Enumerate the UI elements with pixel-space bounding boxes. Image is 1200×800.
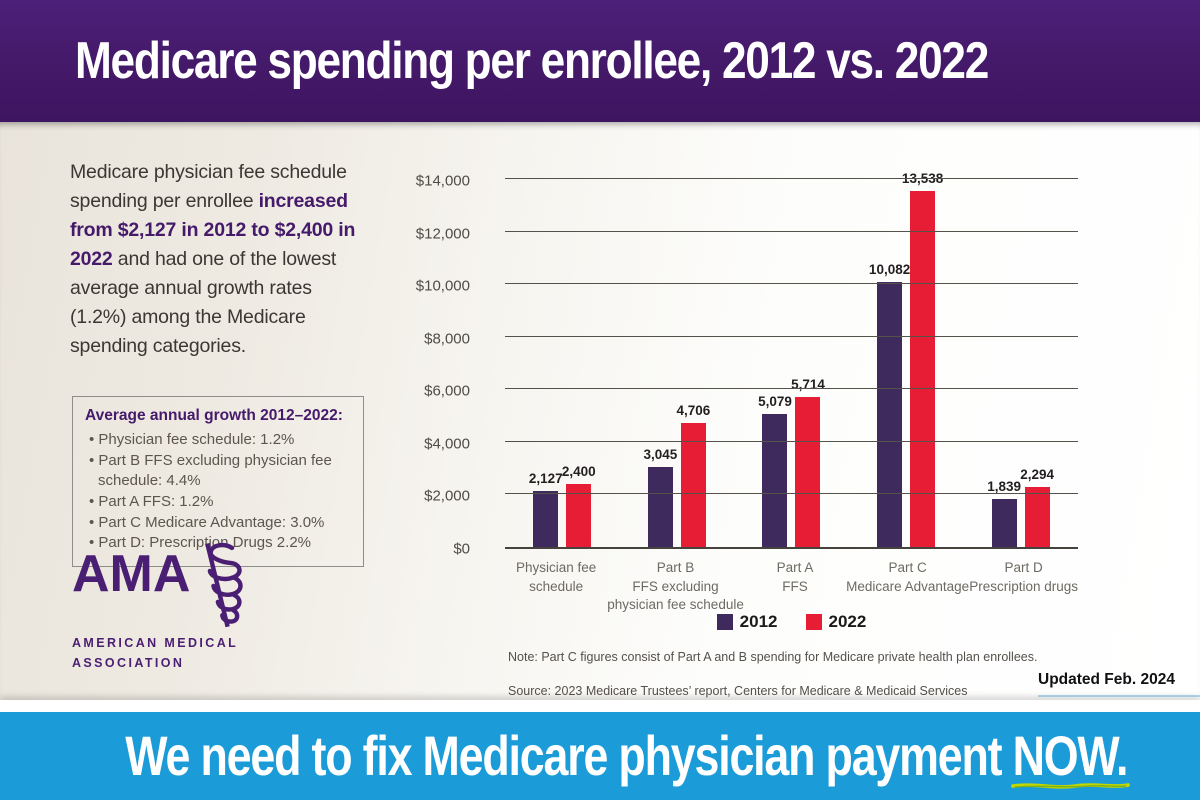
- gridline: [505, 230, 1078, 232]
- y-tick-label: $12,000: [415, 225, 470, 243]
- gridline: [505, 388, 1078, 390]
- bar-value-label: 10,082: [868, 262, 911, 277]
- footer-slogan: We need to fix Medicare physician paymen…: [125, 712, 1131, 800]
- y-axis: $0 $2,000 $4,000 $6,000 $8,000 $10,000 $12,000…: [396, 173, 470, 558]
- chart-note: Note: Part C figures consist of Part A a…: [508, 650, 1038, 664]
- intro-paragraph: Medicare physician fee schedule spending…: [70, 158, 372, 361]
- growth-item: Physician fee schedule: 1.2%: [85, 430, 351, 451]
- bar-chart-plot: 2,127 2,400 3,045 4,706 5,079 5,714 10,082 13,5…: [505, 171, 1078, 549]
- y-tick-label: $8,000: [424, 330, 470, 348]
- bar-value-label: 2,127: [528, 471, 563, 487]
- header-banner: Medicare spending per enrollee, 2012 vs.…: [0, 0, 1200, 122]
- ama-logo-subtext-line2: ASSOCIATION: [72, 655, 185, 670]
- growth-box-title: Average annual growth 2012–2022:: [85, 407, 343, 424]
- chart-source: Source: 2023 Medicare Trustees’ report, …: [508, 684, 968, 698]
- updated-underline: [1038, 695, 1200, 697]
- updated-date: Updated Feb. 2024: [1038, 671, 1175, 688]
- growth-item: Part C Medicare Advantage: 3.0%: [85, 513, 351, 534]
- growth-item: Part D: Prescription Drugs 2.2%: [85, 533, 351, 554]
- bar-group: 3,045 4,706: [620, 181, 735, 547]
- bar-value-label: 2,294: [1020, 466, 1055, 482]
- growth-item: Part B FFS excluding physician fee sched…: [85, 451, 351, 492]
- gridline: [505, 440, 1078, 442]
- gridline: [505, 493, 1078, 495]
- ama-logo: AMA AMERICAN MEDICAL ASSOCIATION: [72, 542, 302, 671]
- bar-group: 10,082 13,538: [849, 171, 964, 547]
- ama-logo-subtext-line1: AMERICAN MEDICAL: [72, 636, 239, 650]
- legend-swatch: [716, 614, 733, 630]
- bar-group: 1,839 2,294: [963, 181, 1078, 547]
- intro-text-bold: increased from $2,127 in 2012 to $2,400 …: [70, 190, 356, 270]
- legend-item-2022: 2022: [805, 612, 867, 632]
- gridline: [505, 283, 1078, 285]
- page-title: Medicare spending per enrollee, 2012 vs.…: [75, 32, 989, 90]
- legend-label: 2022: [828, 612, 867, 631]
- chart-legend: 2012 2022: [505, 612, 1078, 632]
- asclepius-staff-icon: [205, 542, 244, 628]
- bar-value-label: 5,079: [758, 393, 792, 409]
- bar-2022: 2,294: [1020, 467, 1054, 547]
- x-axis-category-labels: Physician fee schedule Part B FFS excluding…: [505, 559, 1078, 615]
- footer-slogan-highlight: NOW.: [1011, 712, 1131, 800]
- bar-group: 2,127 2,400: [505, 181, 620, 547]
- bar-2022: 4,706: [676, 403, 710, 547]
- bar-2022: 13,538: [902, 171, 943, 547]
- growth-item: Part A FFS: 1.2%: [85, 492, 351, 513]
- bar-value-label: 3,045: [643, 446, 678, 462]
- footer-divider-strip: [0, 700, 1200, 712]
- bar-value-label: 4,706: [676, 403, 711, 419]
- category-label: Part A FFS: [776, 560, 814, 594]
- category-label: Part C Medicare Advantage: [846, 560, 970, 594]
- ama-logo-text: AMA: [72, 545, 191, 603]
- y-tick-label: $10,000: [415, 277, 470, 295]
- bar-group: 5,079 5,714: [734, 181, 849, 547]
- y-tick-label: $6,000: [424, 382, 470, 400]
- intro-text-start: Medicare physician fee schedule spending…: [70, 161, 347, 212]
- bar-2012: 5,079: [758, 394, 792, 547]
- footer-now-text: NOW.: [1012, 724, 1129, 787]
- bar-value-label: 2,400: [561, 463, 596, 479]
- bar-value-label: 5,714: [791, 376, 825, 392]
- bar-2012: 3,045: [643, 447, 677, 547]
- category-label: Physician fee schedule: [515, 560, 597, 594]
- y-tick-label: $14,000: [415, 172, 470, 190]
- category-label: Part D Prescription drugs: [969, 560, 1078, 594]
- bar-2012: 10,082: [869, 262, 910, 547]
- bar-2012: 2,127: [529, 471, 563, 547]
- legend-label: 2012: [739, 612, 778, 631]
- legend-swatch: [805, 614, 822, 630]
- legend-item-2012: 2012: [716, 612, 778, 632]
- intro-text-end: and had one of the lowest average annual…: [70, 248, 337, 357]
- footer-banner: We need to fix Medicare physician paymen…: [0, 712, 1200, 800]
- growth-summary-box: Average annual growth 2012–2022: Physici…: [72, 396, 364, 568]
- bar-value-label: 1,839: [987, 478, 1022, 494]
- marker-underline-icon: [1011, 783, 1131, 789]
- content-area: Medicare physician fee schedule spending…: [0, 122, 1200, 700]
- y-tick-label: $4,000: [424, 435, 470, 453]
- gridline: [505, 335, 1078, 337]
- bar-groups: 2,127 2,400 3,045 4,706 5,079 5,714 10,082 13,5…: [505, 171, 1078, 547]
- footer-slogan-text: We need to fix Medicare physician paymen…: [125, 724, 1013, 787]
- bar-2012: 1,839: [987, 479, 1021, 547]
- y-tick-label: $2,000: [424, 487, 470, 505]
- y-tick-label: $0: [453, 540, 470, 558]
- bar-2022: 5,714: [791, 377, 825, 547]
- category-label: Part B FFS excluding physician fee schedul…: [607, 560, 744, 613]
- gridline: [505, 178, 1078, 179]
